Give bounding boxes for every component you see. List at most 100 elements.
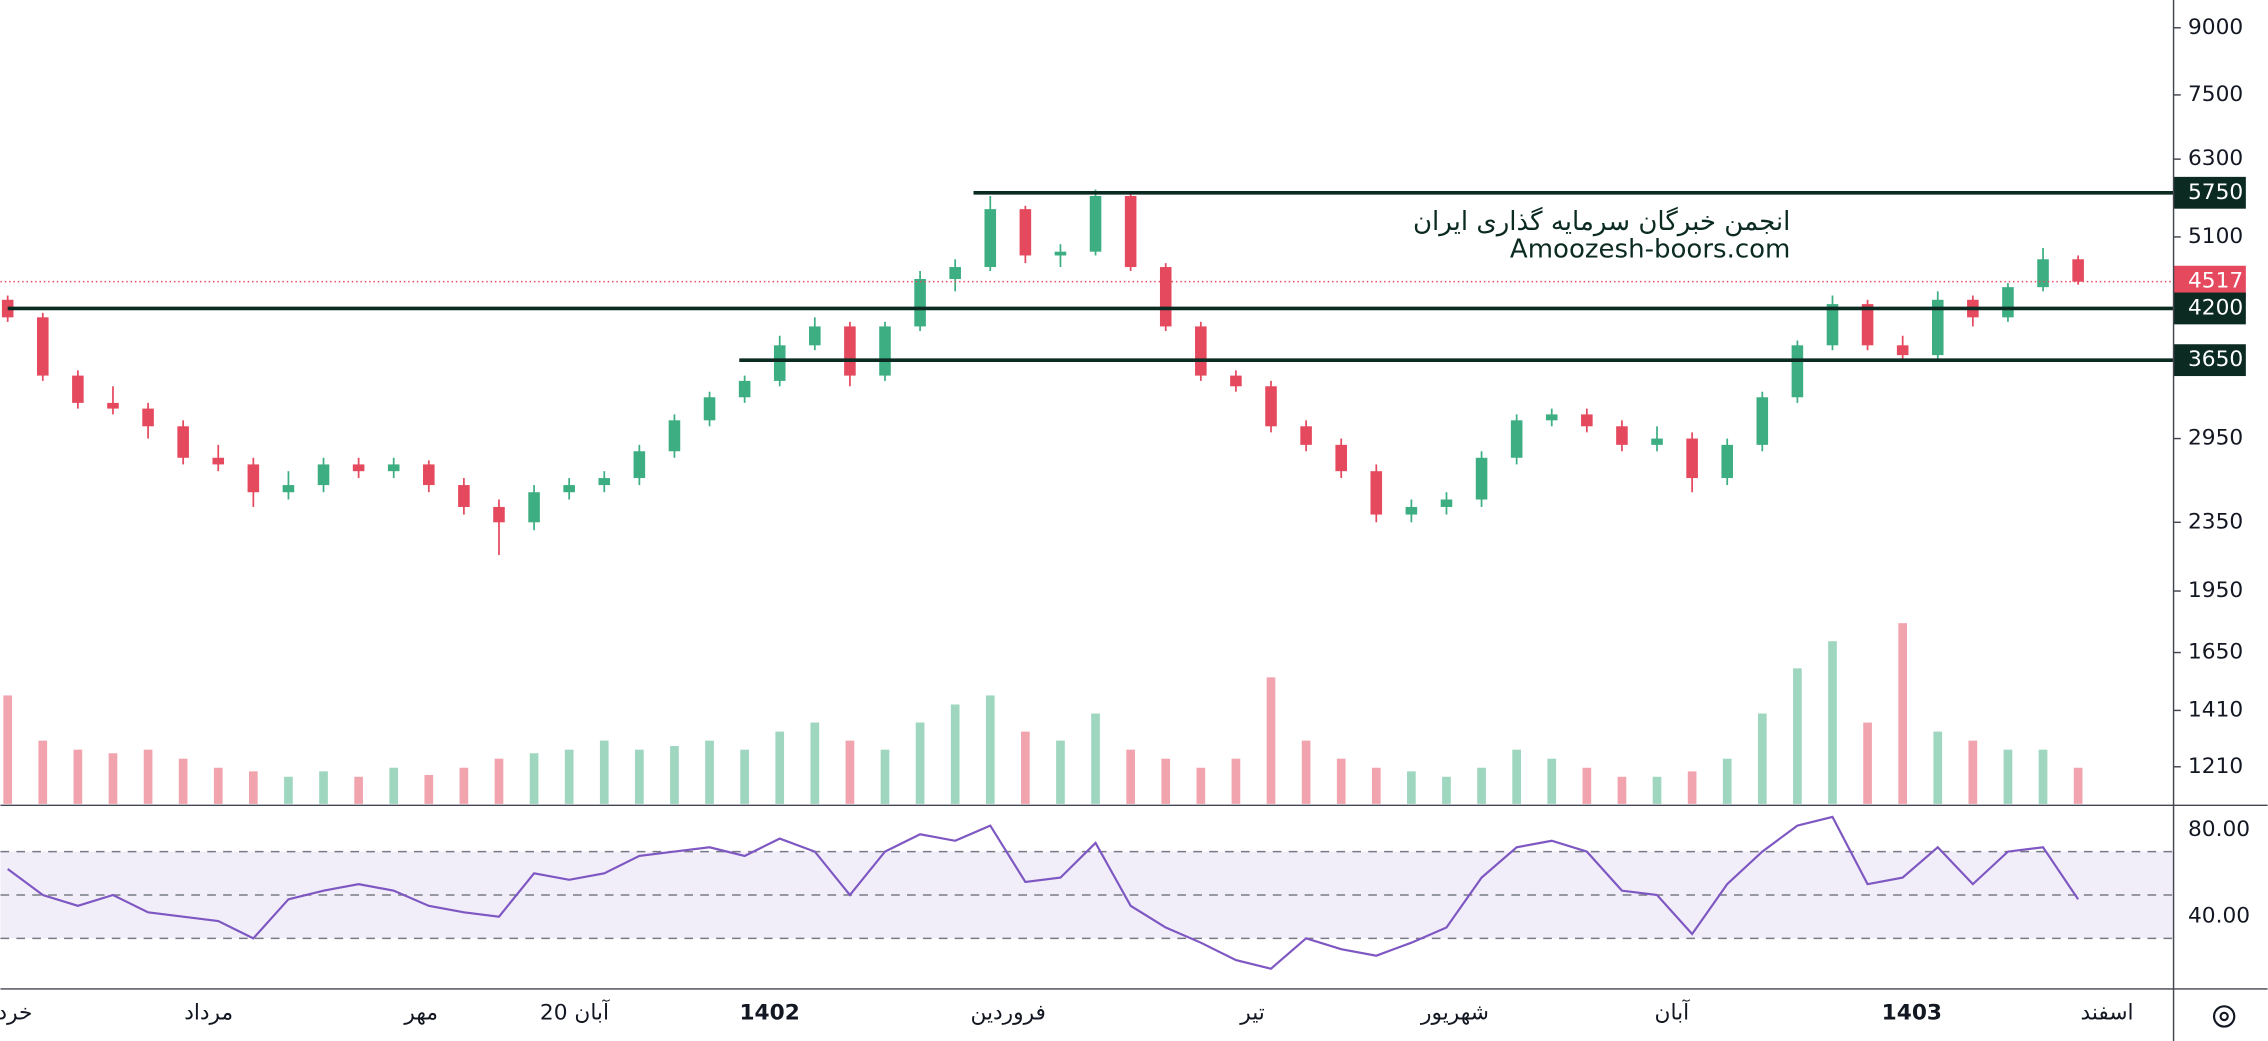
volume-bar [1371, 767, 1381, 804]
volume-bar [284, 776, 293, 804]
x-tick-label: مرداد [184, 1001, 233, 1026]
volume-bar [494, 758, 504, 804]
candle-body [1089, 195, 1102, 252]
y-tick-label: 2950 [2188, 426, 2243, 451]
candle-body [352, 464, 365, 472]
volume-bar [1547, 758, 1557, 804]
volume-bar [880, 749, 890, 804]
volume-bar [1757, 713, 1767, 804]
y-tick-label: 1410 [2188, 697, 2243, 722]
volume-bar [1196, 767, 1206, 804]
y-tick-label: 1210 [2188, 754, 2243, 779]
x-tick-label: تیر [1239, 1001, 1265, 1026]
volume-bar [354, 776, 363, 804]
last-price-label: 4517 [2188, 269, 2243, 294]
x-tick-label: مهر [403, 1001, 438, 1026]
candle-body [528, 492, 540, 523]
y-tick-label: 1650 [2188, 640, 2243, 665]
volume-bar [950, 704, 960, 804]
candle-body [493, 506, 505, 523]
candle-body [317, 464, 330, 486]
volume-bar [740, 749, 749, 804]
candle-body [1300, 426, 1312, 445]
volume-bar [1617, 776, 1627, 804]
volume-bar [985, 695, 995, 804]
settings-icon[interactable] [2212, 1005, 2236, 1028]
volume-bar [1828, 641, 1837, 804]
volume-bar [1336, 758, 1346, 804]
volume-bar [1898, 623, 1908, 804]
level-label: 5750 [2188, 180, 2243, 205]
candle-body [1545, 414, 1558, 421]
volume-bar [459, 767, 469, 804]
volume-bar [319, 771, 328, 804]
x-tick-label: خرد [0, 1001, 32, 1026]
volume-bar [1056, 740, 1065, 804]
candle-body [1756, 397, 1769, 445]
level-box [2173, 344, 2246, 377]
y-tick-label: 5100 [2188, 224, 2243, 249]
volume-bar [1687, 771, 1697, 804]
candle-body [1265, 386, 1277, 427]
volume-bar [1582, 767, 1592, 804]
volume-bar [38, 740, 48, 804]
candle-body [387, 464, 400, 472]
candle-body [1826, 304, 1839, 346]
level-label: 4200 [2188, 295, 2243, 320]
y-tick-label: 2350 [2188, 509, 2243, 534]
candle-body [177, 426, 189, 458]
candle-body [1931, 299, 1944, 356]
y-tick-label: 6300 [2188, 146, 2243, 171]
rsi-tick-label: 40.00 [2188, 904, 2250, 929]
volume-bar [1512, 749, 1521, 804]
volume-bar [1968, 740, 1978, 804]
candle-body [879, 326, 891, 376]
candle-body [107, 402, 119, 409]
level-box [2173, 292, 2246, 325]
candle-body [1475, 457, 1488, 500]
plot: 9000 7500 6300 5100 2950 2350 1950 1650 1410 1210… [0, 15, 2250, 1026]
volume-bar [1126, 749, 1135, 804]
x-tick-label: 1402 [739, 1001, 799, 1026]
candle-body [212, 457, 225, 465]
candle-body [1616, 426, 1628, 445]
level-label: 3650 [2188, 347, 2243, 372]
volume-bar [73, 749, 83, 804]
candle-body [1686, 438, 1698, 479]
candle-body [1159, 267, 1172, 327]
volume-bar [1477, 767, 1486, 804]
volume-bar [529, 753, 539, 804]
candle-body [668, 420, 681, 452]
volume-bar [1301, 740, 1311, 804]
candle-body [1405, 506, 1418, 515]
candle-body [738, 380, 751, 398]
volume-bar [424, 774, 434, 804]
volume-bar [1442, 776, 1451, 804]
x-tick-label: 1403 [1882, 1001, 1942, 1026]
volume-bar [1021, 731, 1030, 804]
volume-bar [635, 749, 644, 804]
volume-bar [1722, 758, 1732, 804]
candle-body [1054, 251, 1067, 256]
candle-body [1581, 414, 1593, 427]
candle-body [1335, 444, 1347, 472]
candle-body [1861, 304, 1874, 346]
volume-bar [213, 767, 223, 804]
volume-bar [1231, 758, 1241, 804]
candle-body [72, 375, 84, 403]
candle-body [1370, 471, 1383, 515]
volume-bar [178, 758, 188, 804]
candle-body [1721, 444, 1733, 479]
volume-bar [2038, 749, 2048, 804]
rsi-tick-label: 80.00 [2188, 817, 2250, 842]
candle-body [37, 317, 49, 376]
volume-bar [1161, 758, 1171, 804]
candle-body [563, 485, 575, 493]
candle-body [1510, 420, 1523, 458]
watermark-fa: انجمن خبرگان سرمایه گذاری ایران [1413, 206, 1790, 237]
volume-bar [810, 722, 820, 804]
rsi-line [7, 815, 2080, 970]
x-tick-label: آبان [1655, 999, 1691, 1026]
candle-body [703, 397, 716, 421]
volume-bar [389, 767, 399, 804]
